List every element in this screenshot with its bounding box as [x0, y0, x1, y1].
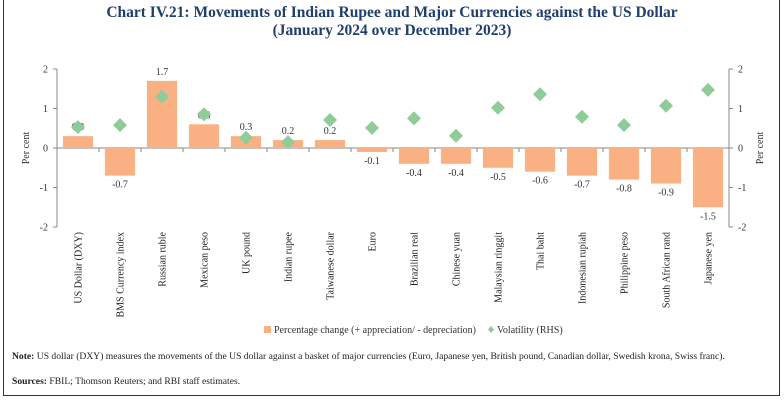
category-label: Brazilian real — [410, 232, 421, 286]
bar — [566, 148, 598, 176]
chart-note: Note: US dollar (DXY) measures the movem… — [12, 351, 772, 363]
left-tick-label: -2 — [40, 223, 48, 234]
right-tick-label: -1 — [738, 183, 746, 194]
bar — [62, 136, 94, 148]
right-tick-label: -2 — [738, 223, 746, 234]
bar — [692, 148, 724, 208]
volatility-marker — [533, 87, 547, 102]
data-label: -0.7 — [574, 180, 590, 191]
volatility-marker — [491, 100, 505, 115]
bar — [608, 148, 640, 180]
category-label: Indian rupee — [284, 231, 295, 282]
volatility-marker — [449, 128, 463, 143]
left-tick-label: 2 — [43, 65, 48, 76]
data-label: 0.2 — [324, 126, 337, 137]
volatility-marker — [281, 135, 295, 150]
data-label: -1.5 — [700, 211, 716, 222]
category-label: Thai baht — [536, 232, 547, 270]
volatility-marker — [407, 111, 421, 126]
data-label: -0.5 — [490, 172, 506, 183]
volatility-marker — [575, 109, 589, 124]
left-tick-label: -1 — [40, 183, 48, 194]
data-label: -0.7 — [112, 180, 128, 191]
category-label: Euro — [368, 232, 379, 251]
data-label: 0.3 — [240, 122, 253, 133]
bar — [104, 148, 136, 176]
volatility-marker — [701, 82, 715, 97]
figure-border — [3, 0, 780, 396]
legend-volatility-label: Volatility (RHS) — [497, 325, 563, 336]
data-label: -0.9 — [658, 188, 674, 199]
category-label: BMS Currency index — [116, 232, 127, 318]
volatility-marker — [71, 120, 85, 135]
bar — [650, 148, 682, 184]
volatility-marker — [365, 120, 379, 135]
sources-label: Sources: — [12, 376, 47, 387]
category-label: Chinese yuan — [452, 232, 463, 286]
volatility-marker — [659, 98, 673, 113]
sources-text: FBIL; Thomson Reuters; and RBI staff est… — [47, 376, 241, 387]
left-tick-label: 0 — [43, 144, 48, 155]
legend-diamond-swatch — [488, 326, 494, 333]
bar — [524, 148, 556, 172]
volatility-marker — [323, 112, 337, 127]
category-label: Philippine peso — [620, 232, 631, 294]
data-label: -0.4 — [448, 168, 464, 179]
category-label: Russian ruble — [158, 231, 169, 286]
data-label: -0.6 — [532, 176, 548, 187]
chart-sources: Sources: FBIL; Thomson Reuters; and RBI … — [12, 376, 772, 388]
chart-subtitle: (January 2024 over December 2023) — [272, 22, 512, 39]
data-label: 1.7 — [156, 67, 169, 78]
bar — [314, 140, 346, 148]
category-label: Japanese yen — [704, 232, 715, 284]
category-label: Indonesian rupiah — [578, 232, 589, 304]
right-tick-label: 0 — [738, 144, 743, 155]
volatility-marker — [239, 130, 253, 145]
right-tick-label: 2 — [738, 65, 743, 76]
data-label: -0.1 — [364, 156, 380, 167]
legend-bar-swatch — [264, 326, 271, 333]
volatility-marker — [617, 118, 631, 133]
data-label: 0.2 — [282, 126, 295, 137]
left-axis-label: Per cent — [21, 132, 32, 165]
note-label: Note: — [12, 351, 35, 362]
bar — [398, 148, 430, 164]
bar — [356, 148, 388, 152]
data-label: -0.8 — [616, 184, 632, 195]
category-label: US Dollar (DXY) — [74, 232, 85, 304]
bar — [482, 148, 514, 168]
category-label: Taiwanese dollar — [326, 231, 337, 300]
left-tick-label: 1 — [43, 104, 48, 115]
data-label: -0.4 — [406, 168, 422, 179]
volatility-marker — [197, 107, 211, 122]
category-label: UK pound — [242, 232, 253, 274]
category-label: Malaysian ringgit — [494, 232, 505, 303]
chart-title: Chart IV.21: Movements of Indian Rupee a… — [106, 4, 678, 21]
bar — [188, 124, 220, 148]
note-text: US dollar (DXY) measures the movements o… — [34, 351, 725, 362]
category-label: Mexican peso — [200, 232, 211, 288]
right-tick-label: 1 — [738, 104, 743, 115]
volatility-marker — [155, 89, 169, 104]
legend-bar-label: Percentage change (+ appreciation/ - dep… — [274, 325, 476, 336]
bar — [440, 148, 472, 164]
volatility-marker — [113, 118, 127, 133]
category-label: South African rand — [662, 232, 673, 308]
right-axis-label: Per cent — [755, 132, 766, 165]
